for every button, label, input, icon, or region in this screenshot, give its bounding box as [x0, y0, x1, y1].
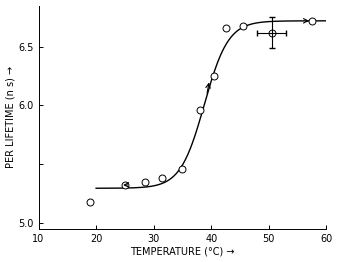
X-axis label: TEMPERATURE (°C) →: TEMPERATURE (°C) →	[130, 247, 235, 256]
Y-axis label: PER LIFETIME (n s) →: PER LIFETIME (n s) →	[5, 66, 16, 168]
